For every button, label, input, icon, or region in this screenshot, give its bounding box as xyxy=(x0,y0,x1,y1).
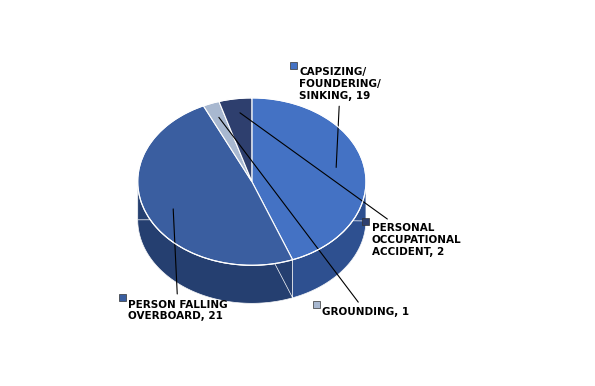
Bar xyxy=(362,218,369,225)
Text: CAPSIZING/
FOUNDERING/
SINKING, 19: CAPSIZING/ FOUNDERING/ SINKING, 19 xyxy=(299,68,381,168)
Polygon shape xyxy=(252,181,293,298)
Ellipse shape xyxy=(137,136,366,303)
Text: GROUNDING, 1: GROUNDING, 1 xyxy=(219,117,409,317)
Bar xyxy=(118,294,126,301)
Polygon shape xyxy=(137,182,293,303)
Bar xyxy=(290,62,297,69)
Polygon shape xyxy=(293,183,366,298)
Text: PERSON FALLING
OVERBOARD, 21: PERSON FALLING OVERBOARD, 21 xyxy=(128,209,228,321)
Polygon shape xyxy=(219,98,252,181)
Polygon shape xyxy=(252,98,366,260)
Polygon shape xyxy=(252,181,293,298)
Polygon shape xyxy=(137,181,252,220)
Bar xyxy=(313,301,320,308)
Polygon shape xyxy=(203,102,252,181)
Polygon shape xyxy=(137,106,293,265)
Polygon shape xyxy=(252,181,366,221)
Text: PERSONAL
OCCUPATIONAL
ACCIDENT, 2: PERSONAL OCCUPATIONAL ACCIDENT, 2 xyxy=(240,113,461,257)
